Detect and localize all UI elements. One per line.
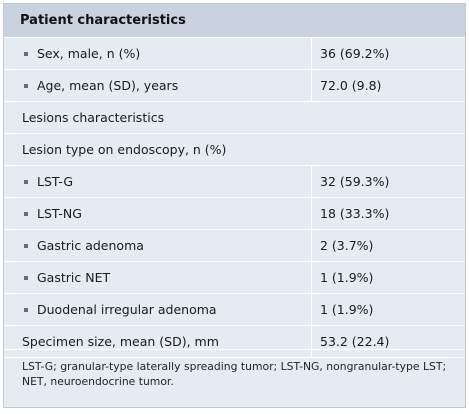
- bullet-icon: [24, 51, 28, 56]
- bullet-icon: [24, 179, 28, 184]
- row-label: Duodenal irregular adenoma: [37, 302, 217, 317]
- row-label: Lesion type on endoscopy, n (%): [22, 142, 227, 157]
- row-label: Lesions characteristics: [22, 110, 165, 125]
- row-label: Age, mean (SD), years: [37, 78, 179, 93]
- row-value: 1 (1.9%): [320, 302, 374, 317]
- row-value: 53.2 (22.4): [320, 334, 390, 349]
- table-row: Age, mean (SD), years 72.0 (9.8): [4, 70, 465, 102]
- row-value: 36 (69.2%): [320, 46, 390, 61]
- table-footnote: LST-G; granular-type laterally spreading…: [4, 349, 465, 389]
- row-label: Specimen size, mean (SD), mm: [4, 326, 312, 357]
- table-row: LST-NG 18 (33.3%): [4, 198, 465, 230]
- bullet-icon: [24, 307, 28, 312]
- patient-characteristics-table: Patient characteristics Sex, male, n (%)…: [3, 3, 466, 408]
- table-row: Gastric NET 1 (1.9%): [4, 262, 465, 294]
- row-value: 18 (33.3%): [320, 206, 390, 221]
- bullet-icon: [24, 275, 28, 280]
- row-label: Sex, male, n (%): [37, 46, 141, 61]
- row-value: 1 (1.9%): [320, 270, 374, 285]
- row-label: Gastric NET: [37, 270, 111, 285]
- row-value: 72.0 (9.8): [320, 78, 382, 93]
- row-value: 32 (59.3%): [320, 174, 390, 189]
- row-label: LST-NG: [37, 206, 82, 221]
- row-label: Gastric adenoma: [37, 238, 144, 253]
- bullet-icon: [24, 211, 28, 216]
- bullet-icon: [24, 243, 28, 248]
- table-row-section: Lesion type on endoscopy, n (%): [4, 134, 465, 166]
- table-row: Specimen size, mean (SD), mm 53.2 (22.4): [4, 326, 465, 358]
- table-row: LST-G 32 (59.3%): [4, 166, 465, 198]
- bullet-icon: [24, 83, 28, 88]
- table-row-section: Lesions characteristics: [4, 102, 465, 134]
- row-value: 2 (3.7%): [320, 238, 374, 253]
- table-row: Duodenal irregular adenoma 1 (1.9%): [4, 294, 465, 326]
- table-row: Sex, male, n (%) 36 (69.2%): [4, 38, 465, 70]
- table-row: Gastric adenoma 2 (3.7%): [4, 230, 465, 262]
- row-label: LST-G: [37, 174, 74, 189]
- table-header: Patient characteristics: [4, 4, 465, 38]
